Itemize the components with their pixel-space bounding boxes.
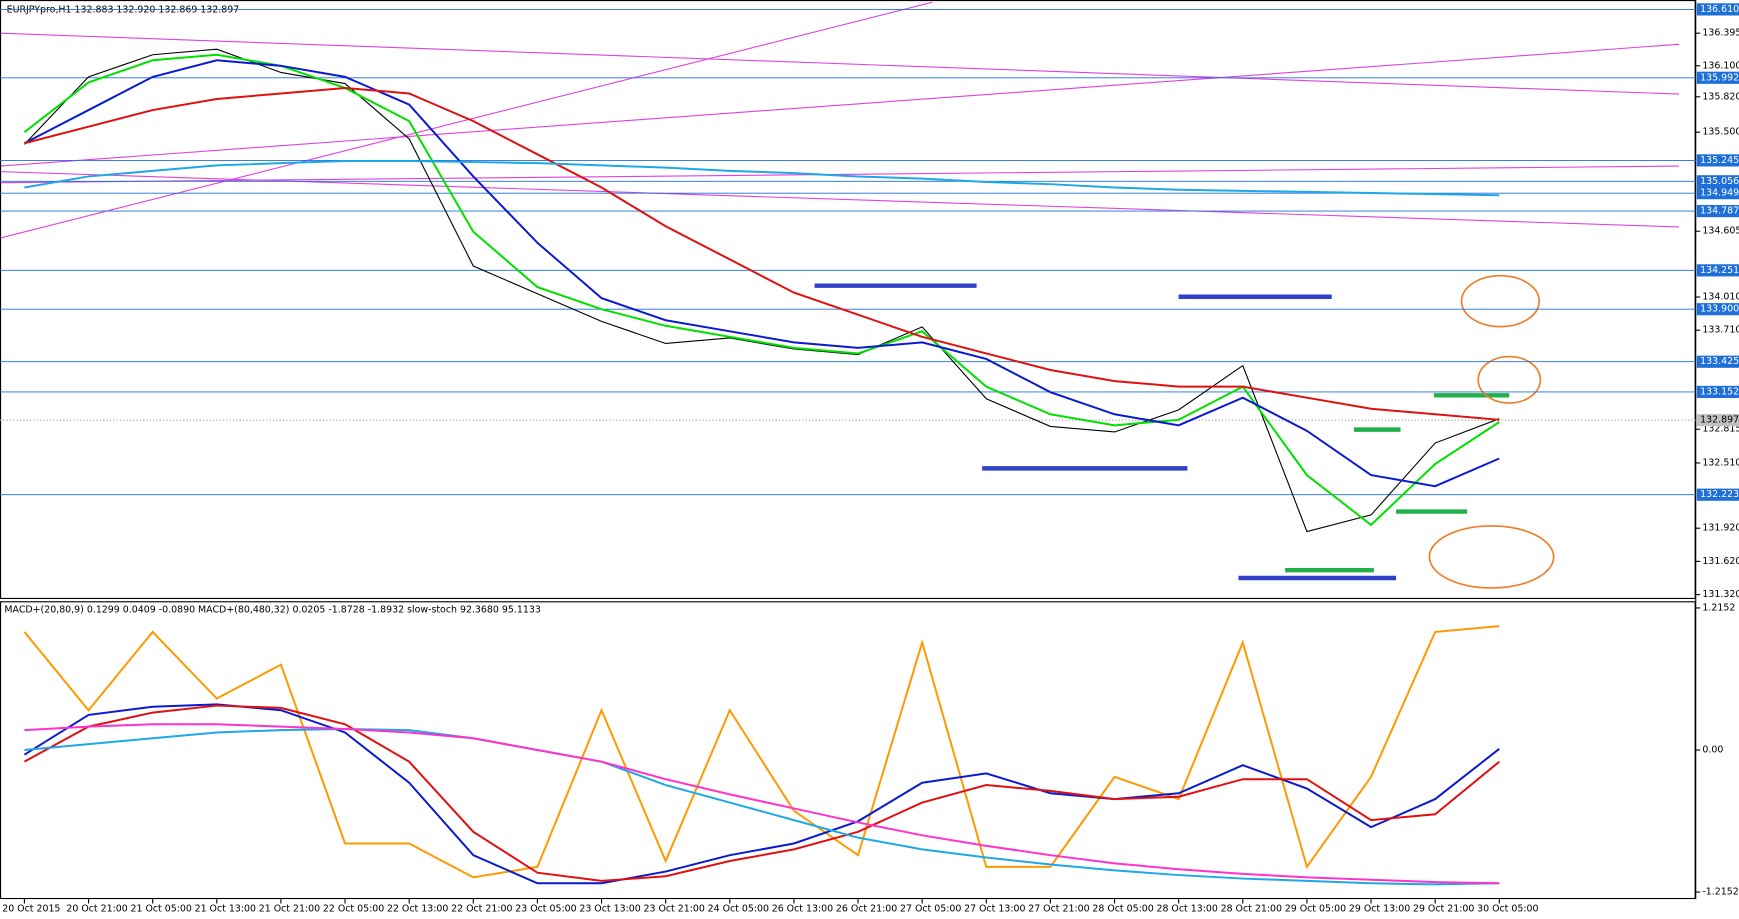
level-label: 133.425 bbox=[1700, 356, 1739, 367]
level-label-box bbox=[1696, 187, 1739, 200]
y-tick-label: 136.395 bbox=[1702, 28, 1739, 39]
trendline bbox=[0, 32, 1680, 95]
x-tick-label: 29 Oct 05:00 bbox=[1285, 904, 1346, 915]
highlight-circle bbox=[1477, 355, 1542, 404]
level-label-box bbox=[1696, 3, 1739, 16]
y-tick-label: 136.100 bbox=[1702, 60, 1739, 71]
series-line bbox=[24, 86, 1500, 421]
x-tick-label: 20 Oct 21:00 bbox=[66, 904, 127, 915]
level-label: 136.610 bbox=[1700, 4, 1739, 15]
x-tick-label: 26 Oct 21:00 bbox=[836, 904, 897, 915]
level-label-box bbox=[1696, 355, 1739, 368]
level-label: 132.223 bbox=[1700, 489, 1739, 500]
level-label-box bbox=[1696, 175, 1739, 188]
level-label-box bbox=[1696, 488, 1739, 501]
level-label-box bbox=[1696, 154, 1739, 167]
x-tick-label: 28 Oct 05:00 bbox=[1092, 904, 1153, 915]
indicator-title: MACD+(20,80,9) 0.1299 0.0409 -0.0890 MAC… bbox=[4, 605, 540, 616]
series-line bbox=[24, 159, 1500, 197]
level-label-box bbox=[1696, 71, 1739, 84]
highlight-circle bbox=[1428, 525, 1555, 589]
x-tick-label: 22 Oct 13:00 bbox=[387, 904, 448, 915]
chart-title: EURJPYpro,H1 132.883 132.920 132.869 132… bbox=[7, 4, 240, 15]
y-tick-label: 132.815 bbox=[1702, 424, 1739, 435]
level-label: 134.787 bbox=[1700, 206, 1739, 217]
series-line bbox=[24, 727, 1500, 886]
level-label-box bbox=[1696, 385, 1739, 399]
level-label: 134.949 bbox=[1700, 188, 1739, 199]
level-label: 134.251 bbox=[1700, 265, 1739, 276]
x-tick-label: 28 Oct 21:00 bbox=[1221, 904, 1282, 915]
x-tick-label: 22 Oct 21:00 bbox=[451, 904, 512, 915]
level-label-box bbox=[1696, 264, 1739, 277]
y-tick-label: 132.510 bbox=[1702, 457, 1739, 468]
y-tick-label: 1.2152 bbox=[1702, 602, 1735, 613]
trendline bbox=[0, 171, 1680, 228]
level-label-box bbox=[1696, 204, 1739, 218]
drawing-objects bbox=[0, 1, 1680, 589]
y-tick-label: 134.010 bbox=[1702, 292, 1739, 303]
x-tick-label: 29 Oct 21:00 bbox=[1413, 904, 1474, 915]
x-tick-label: 21 Oct 05:00 bbox=[130, 904, 191, 915]
x-tick-label: 27 Oct 13:00 bbox=[964, 904, 1025, 915]
series-line bbox=[24, 723, 1500, 885]
x-tick-label: 20 Oct 2015 bbox=[2, 904, 60, 915]
highlight-circle bbox=[1460, 274, 1541, 328]
series-line bbox=[23, 625, 1500, 879]
y-tick-label: 135.820 bbox=[1702, 91, 1739, 102]
y-tick-label: 134.605 bbox=[1702, 226, 1739, 237]
y-tick-label: -1.2152 bbox=[1702, 887, 1738, 898]
x-tick-label: 27 Oct 21:00 bbox=[1028, 904, 1089, 915]
trendline bbox=[0, 43, 1680, 167]
series-line bbox=[23, 703, 1500, 885]
x-tick-label: 29 Oct 13:00 bbox=[1349, 904, 1410, 915]
level-label: 133.152 bbox=[1700, 386, 1739, 397]
last-price-box bbox=[1696, 414, 1739, 427]
y-tick-label: 133.710 bbox=[1702, 325, 1739, 336]
x-tick-label: 23 Oct 05:00 bbox=[515, 904, 576, 915]
level-label: 135.245 bbox=[1700, 155, 1739, 166]
x-tick-label: 22 Oct 05:00 bbox=[323, 904, 384, 915]
series-line bbox=[23, 59, 1500, 488]
y-tick-label: 0.00 bbox=[1702, 744, 1723, 755]
x-tick-label: 21 Oct 21:00 bbox=[259, 904, 320, 915]
x-tick-label: 30 Oct 05:00 bbox=[1477, 904, 1538, 915]
x-tick-label: 28 Oct 13:00 bbox=[1156, 904, 1217, 915]
x-tick-label: 27 Oct 05:00 bbox=[900, 904, 961, 915]
trendline bbox=[0, 165, 1680, 184]
series-line bbox=[23, 704, 1500, 882]
y-tick-label: 135.500 bbox=[1702, 127, 1739, 138]
y-tick-label: 131.620 bbox=[1702, 556, 1739, 567]
y-tick-label: 131.920 bbox=[1702, 523, 1739, 534]
x-tick-label: 23 Oct 13:00 bbox=[579, 904, 640, 915]
y-tick-label: 131.320 bbox=[1702, 589, 1739, 600]
level-label: 135.992 bbox=[1700, 72, 1739, 83]
trendline bbox=[0, 1, 933, 239]
level-label-box bbox=[1696, 303, 1739, 316]
x-tick-label: 23 Oct 21:00 bbox=[643, 904, 704, 915]
level-label: 135.056 bbox=[1700, 176, 1739, 187]
level-label: 133.900 bbox=[1700, 304, 1739, 315]
x-tick-label: 26 Oct 13:00 bbox=[772, 904, 833, 915]
series-line bbox=[24, 48, 1500, 533]
last-price-label: 132.897 bbox=[1700, 415, 1739, 426]
x-tick-label: 21 Oct 13:00 bbox=[195, 904, 256, 915]
x-tick-label: 24 Oct 05:00 bbox=[708, 904, 769, 915]
